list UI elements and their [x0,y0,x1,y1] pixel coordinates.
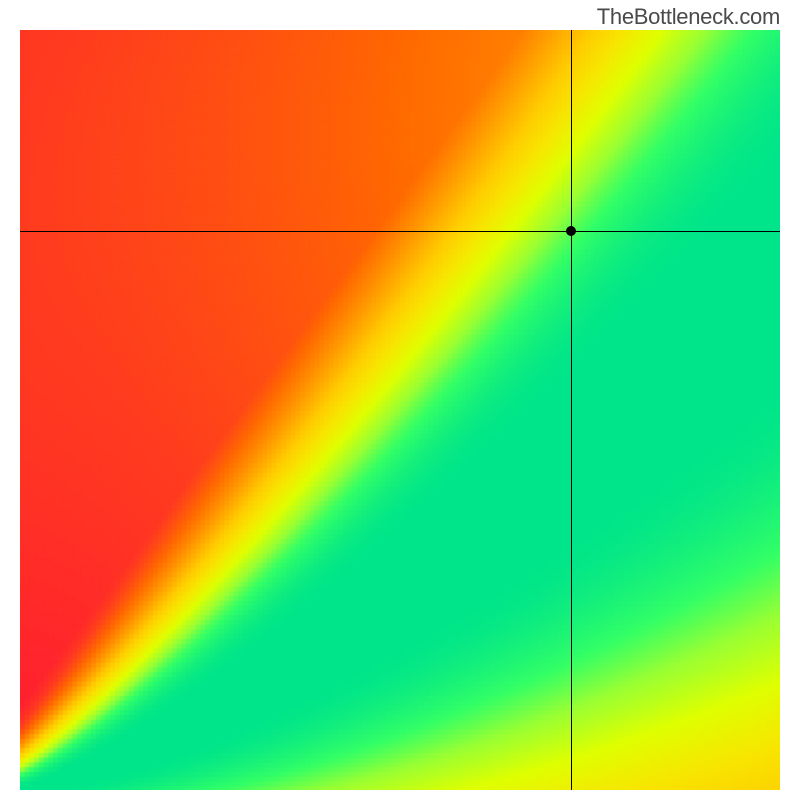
heatmap-canvas [20,30,780,790]
crosshair-horizontal [20,231,780,232]
crosshair-vertical [571,30,572,790]
image-container: TheBottleneck.com [0,0,800,800]
crosshair-marker [566,226,576,236]
watermark-text: TheBottleneck.com [597,4,780,30]
plot-area [20,30,780,790]
